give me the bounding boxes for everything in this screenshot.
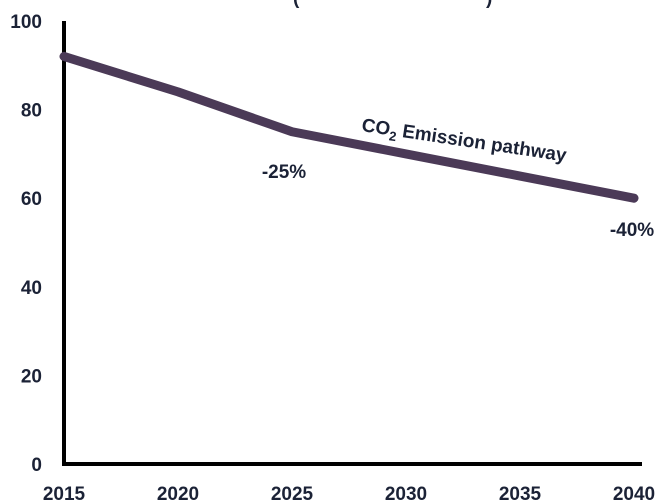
annotation-label: -40% xyxy=(610,220,654,241)
series-line xyxy=(59,51,639,203)
title-fragment-right: ) xyxy=(486,0,492,9)
series-label-subscript: 2 xyxy=(388,128,397,144)
y-tick-label: 100 xyxy=(10,12,42,33)
annotation-label: -25% xyxy=(262,162,306,183)
y-tick-label: 60 xyxy=(21,189,42,210)
y-tick-labels: 0 20 40 60 80 100 xyxy=(10,12,42,476)
x-tick-label: 2040 xyxy=(613,484,655,504)
x-tick-label: 2030 xyxy=(385,484,427,504)
y-tick-label: 40 xyxy=(21,278,42,299)
x-tick-label: 2020 xyxy=(157,484,199,504)
annotations: -25% -40% xyxy=(262,162,654,241)
y-tick-label: 0 xyxy=(31,455,42,476)
x-tick-label: 2035 xyxy=(499,484,542,504)
x-tick-labels: 2015 2020 2025 2030 2035 2040 xyxy=(43,484,655,504)
axes xyxy=(62,21,642,466)
y-tick-label: 20 xyxy=(21,366,42,387)
x-tick-label: 2015 xyxy=(43,484,86,504)
series-group: CO2 Emission pathway xyxy=(59,51,639,203)
title-fragment-left: ( xyxy=(293,0,300,9)
y-tick-label: 80 xyxy=(21,101,42,122)
series-label-main: CO xyxy=(360,115,391,140)
x-tick-label: 2025 xyxy=(271,484,314,504)
